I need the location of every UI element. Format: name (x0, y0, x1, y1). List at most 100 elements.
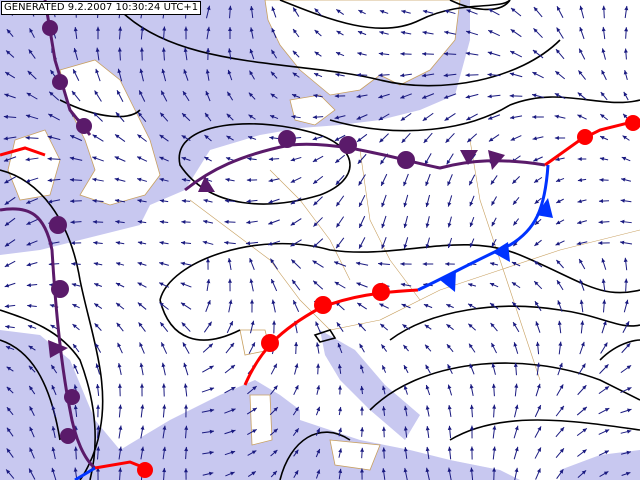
wind-arrow-head (558, 362, 563, 368)
wind-arrow-head (293, 300, 297, 305)
wind-arrow-head (469, 363, 474, 369)
wind-arrow-head (423, 138, 428, 143)
wind-arrow-head (554, 136, 559, 141)
wind-arrow-head (294, 449, 299, 455)
wind-arrow-head (556, 199, 561, 203)
wind-arrow-head (469, 222, 474, 227)
wind-arrow-head (137, 177, 142, 182)
wind-arrow-head (535, 341, 540, 346)
wind-arrow-head (93, 261, 99, 266)
wind-arrow-head (159, 134, 164, 139)
wind-arrow-head (116, 302, 121, 307)
wind-arrow-head (577, 220, 582, 225)
wind-arrow-head (28, 49, 33, 54)
wind-arrow-head (116, 322, 121, 328)
wind-arrow-head (487, 72, 492, 77)
wind-arrow-head (137, 156, 142, 161)
front-symbol (440, 270, 456, 292)
wind-arrow-head (509, 93, 514, 98)
wind-arrow-head (357, 159, 362, 164)
wind-arrow-head (379, 138, 384, 143)
wind-arrow-head (273, 449, 278, 455)
wind-arrow-head (271, 299, 276, 304)
wind-arrow-head (554, 114, 559, 119)
wind-arrow-head (246, 199, 251, 204)
wind-arrow-head (204, 156, 209, 161)
wind-arrow-head (335, 158, 340, 163)
front-symbol (460, 150, 478, 165)
isobar (313, 329, 337, 343)
wind-arrow-head (469, 446, 474, 451)
wind-arrow-head (357, 31, 363, 35)
wind-arrow-head (291, 259, 296, 264)
wind-arrow-head (69, 177, 75, 182)
wind-arrow-head (334, 137, 340, 141)
wind-arrow-head (161, 362, 166, 368)
wind-arrow-head (604, 408, 610, 412)
wind-arrow-head (335, 52, 341, 56)
wind-arrow-head (25, 135, 30, 140)
wind-arrow-head (447, 222, 452, 228)
cold-symbols (440, 198, 553, 292)
front-symbol (488, 150, 505, 170)
wind-arrow-head (469, 180, 473, 186)
wind-arrow-head (314, 73, 319, 77)
wind-arrow-head (70, 220, 75, 225)
wind-arrow-head (514, 404, 519, 410)
wind-arrow-head (425, 344, 430, 349)
wind-arrow-head (209, 365, 214, 370)
wind-arrow-head (446, 324, 451, 329)
wind-arrow-head (624, 299, 629, 305)
wind-arrow-head (490, 180, 495, 185)
wind-arrow-head (47, 178, 52, 183)
wind-arrow-head (623, 257, 628, 262)
border (469, 139, 541, 381)
wind-arrow-head (358, 10, 363, 14)
wind-arrow-head (334, 281, 340, 286)
wind-arrow-head (532, 114, 537, 119)
wind-arrow-head (249, 6, 254, 11)
wind-arrow-head (159, 282, 164, 287)
wind-arrow-head (532, 93, 537, 98)
wind-arrow-head (224, 219, 229, 224)
wind-arrow-head (206, 300, 211, 305)
wind-arrow-head (601, 48, 606, 53)
wind-arrow-head (5, 72, 10, 76)
wind-arrow-head (140, 404, 145, 409)
wind-arrow-head (227, 278, 232, 283)
wind-arrow-head (469, 425, 474, 430)
wind-arrow-head (380, 323, 385, 328)
wind-arrow-head (355, 261, 361, 266)
wind-arrow-head (400, 94, 405, 99)
wind-arrow-head (533, 28, 538, 33)
wind-arrow-head (227, 258, 232, 263)
wind-arrow-head (27, 70, 32, 76)
wind-arrow-head (466, 116, 471, 121)
wind-arrow-head (359, 202, 363, 207)
front-symbol (49, 216, 67, 234)
wind-arrow-head (290, 157, 296, 162)
wind-arrow-head (181, 177, 187, 182)
wind-arrow-head (138, 322, 143, 327)
wind-arrow-head (444, 30, 449, 35)
wind-arrow-head (313, 179, 318, 184)
wind-arrow-head (73, 467, 78, 472)
wind-arrow-head (227, 26, 232, 31)
wind-arrow-head (73, 364, 78, 369)
sardinia (249, 394, 273, 446)
wind-arrow-head (336, 222, 341, 228)
wind-arrow-head (48, 113, 53, 118)
wind-arrow-head (95, 343, 100, 348)
wind-arrow-head (161, 383, 166, 388)
wind-arrow-head (314, 8, 319, 13)
wind-arrow-head (558, 341, 563, 346)
ireland (7, 129, 61, 201)
wind-arrow-head (380, 159, 385, 165)
wind-arrow-head (312, 115, 317, 120)
wind-arrow-head (268, 157, 274, 162)
wind-arrow-head (225, 177, 230, 182)
front-symbol (51, 280, 69, 298)
wind-arrow-head (378, 116, 384, 121)
wind-arrow-head (623, 91, 628, 97)
